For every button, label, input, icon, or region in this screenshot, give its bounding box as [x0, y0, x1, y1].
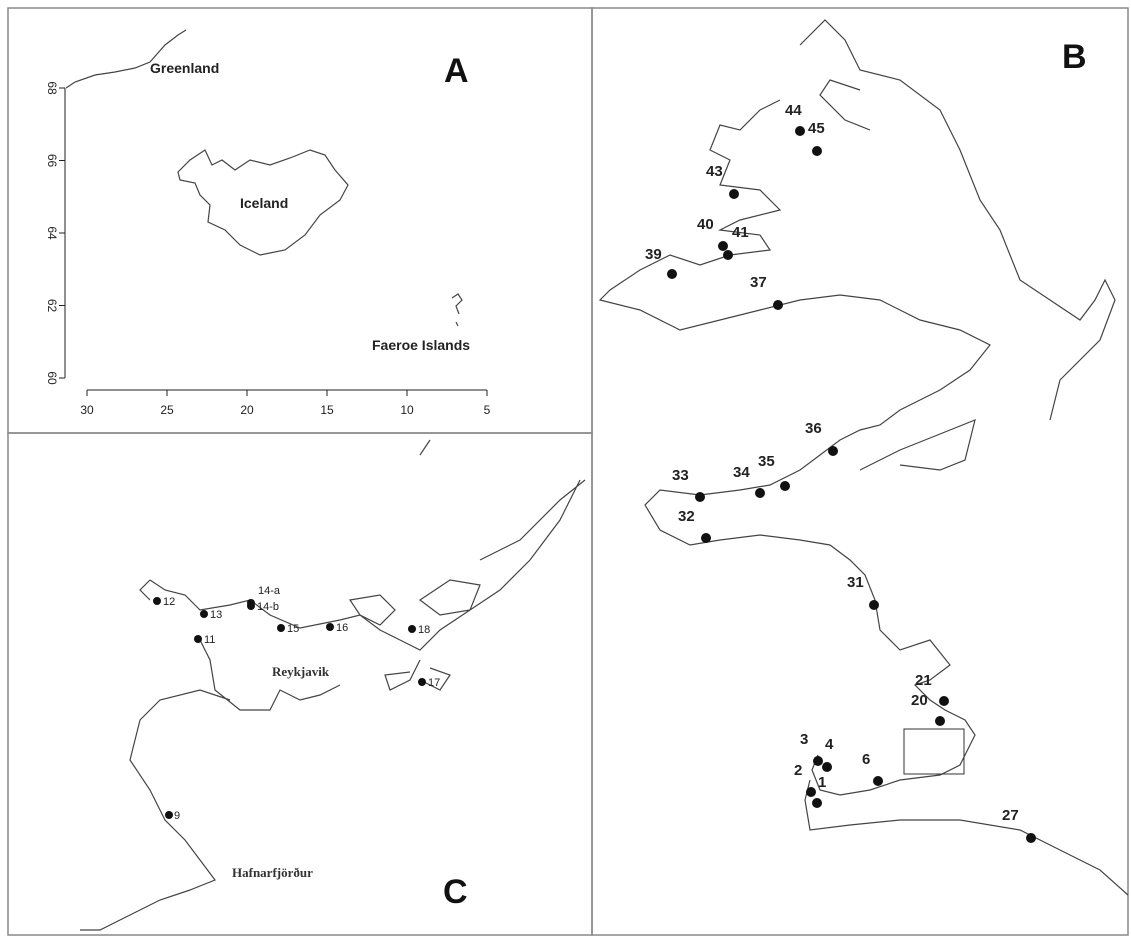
- station-dot: [1026, 833, 1036, 843]
- station-label: 12: [163, 596, 175, 608]
- station-label: 17: [428, 677, 440, 689]
- station-dot: [780, 481, 790, 491]
- x-tick-label: 15: [320, 403, 334, 417]
- station-label: 41: [732, 224, 749, 241]
- station-label: 43: [706, 163, 723, 180]
- station-label: 21: [915, 672, 932, 689]
- station-dot: [806, 787, 816, 797]
- station-label: 9: [174, 810, 180, 822]
- panel-a-frame: [8, 8, 592, 433]
- station-dot: [812, 146, 822, 156]
- greenland-coast: [66, 30, 186, 88]
- y-tick-label: 62: [45, 299, 59, 313]
- station-label: 11: [204, 634, 215, 646]
- station-label: 39: [645, 246, 662, 263]
- panel-letter: A: [444, 52, 469, 90]
- station-label: 31: [847, 574, 864, 591]
- station-label: 15: [287, 623, 299, 635]
- y-tick-label: 60: [45, 371, 59, 385]
- station-label: 18: [418, 624, 430, 636]
- station-label: 37: [750, 274, 767, 291]
- station-dot: [773, 300, 783, 310]
- station-dot: [813, 756, 823, 766]
- x-tick-label: 25: [160, 403, 174, 417]
- station-dot: [701, 533, 711, 543]
- station-dot: [200, 610, 208, 618]
- station-label: 14-a: [258, 585, 281, 597]
- station-label: 14-b: [257, 601, 279, 613]
- place-label: Faeroe Islands: [372, 337, 470, 353]
- station-dot: [153, 597, 161, 605]
- panel-c-frame: [8, 433, 592, 935]
- station-dot: [247, 602, 255, 610]
- station-label: 20: [911, 692, 928, 709]
- x-tick-label: 20: [240, 403, 254, 417]
- station-label: 45: [808, 120, 825, 137]
- station-dot: [869, 600, 879, 610]
- station-label: 13: [210, 609, 222, 621]
- station-label: 36: [805, 420, 822, 437]
- station-label: 1: [818, 774, 826, 791]
- station-dot: [667, 269, 677, 279]
- panel-letter: B: [1062, 38, 1087, 76]
- station-dot: [935, 716, 945, 726]
- y-tick-label: 66: [45, 154, 59, 168]
- station-label: 27: [1002, 807, 1019, 824]
- place-label: Greenland: [150, 60, 219, 76]
- station-label: 32: [678, 508, 695, 525]
- station-label: 33: [672, 467, 689, 484]
- station-dot: [873, 776, 883, 786]
- station-dot: [812, 798, 822, 808]
- station-label: 40: [697, 216, 714, 233]
- station-dot: [277, 624, 285, 632]
- station-dot: [828, 446, 838, 456]
- faroe-coast: [452, 294, 462, 326]
- station-label: 34: [733, 464, 750, 481]
- station-dot: [822, 762, 832, 772]
- reykjavik-coast: [80, 440, 585, 930]
- station-label: 3: [800, 731, 808, 748]
- station-dot: [723, 250, 733, 260]
- station-dot: [755, 488, 765, 498]
- station-dot: [408, 625, 416, 633]
- x-tick-label: 10: [400, 403, 414, 417]
- place-label: Iceland: [240, 195, 288, 211]
- x-tick-label: 5: [484, 403, 491, 417]
- x-tick-label: 30: [80, 403, 94, 417]
- station-dot: [939, 696, 949, 706]
- station-label: 6: [862, 751, 870, 768]
- station-label: 16: [336, 622, 348, 634]
- station-dot: [165, 811, 173, 819]
- station-dot: [795, 126, 805, 136]
- station-dot: [194, 635, 202, 643]
- station-dot: [729, 189, 739, 199]
- station-dot: [718, 241, 728, 251]
- figure: A Greenland Iceland Faeroe Islands B C R…: [0, 0, 1131, 940]
- place-label: Hafnarfjörður: [232, 865, 313, 880]
- station-label: 35: [758, 453, 775, 470]
- station-label: 44: [785, 102, 802, 119]
- station-label: 2: [794, 762, 802, 779]
- station-dot: [326, 623, 334, 631]
- y-tick-label: 64: [45, 226, 59, 240]
- y-tick-label: 68: [45, 81, 59, 95]
- station-dot: [418, 678, 426, 686]
- station-dot: [695, 492, 705, 502]
- place-label: Reykjavik: [272, 664, 330, 679]
- panel-letter: C: [443, 873, 468, 911]
- station-label: 4: [825, 736, 834, 753]
